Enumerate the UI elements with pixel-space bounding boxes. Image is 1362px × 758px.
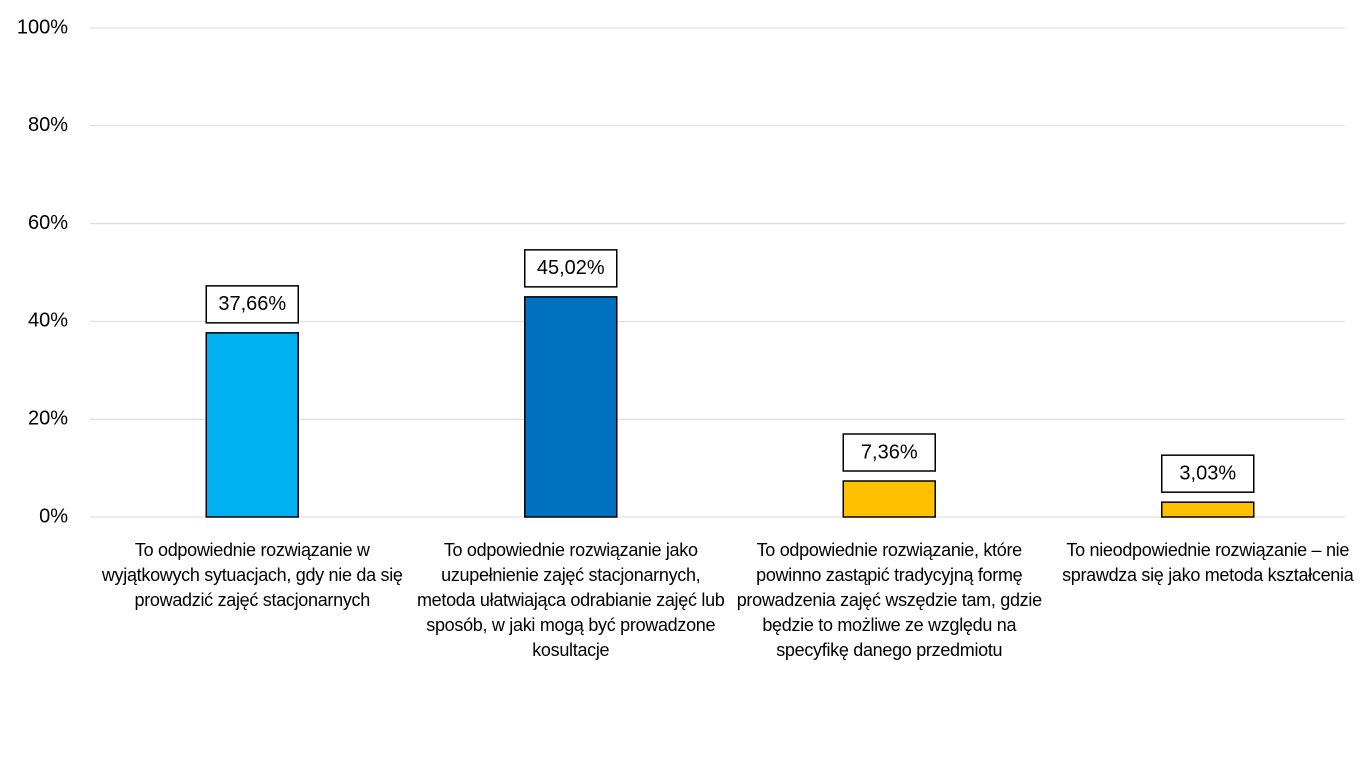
x-tick-label: To odpowiednie rozwiązanie, które powinn… bbox=[736, 540, 1042, 660]
bar bbox=[205, 332, 299, 518]
x-tick-label: To odpowiednie rozwiązanie w wyjątkowych… bbox=[101, 540, 403, 610]
bar bbox=[1161, 501, 1255, 518]
value-label-box bbox=[1161, 454, 1255, 493]
value-label: 45,02% bbox=[537, 257, 605, 279]
value-label: 7,36% bbox=[861, 441, 918, 463]
bar bbox=[524, 296, 618, 518]
y-tick-label: 0% bbox=[39, 505, 68, 527]
y-tick-label: 100% bbox=[17, 16, 68, 38]
y-tick-label: 60% bbox=[28, 212, 68, 234]
value-label-box bbox=[205, 285, 299, 324]
y-tick-label: 80% bbox=[28, 114, 68, 136]
y-tick-label: 20% bbox=[28, 407, 68, 429]
x-tick-label: To odpowiednie rozwiązanie jako uzupełni… bbox=[416, 540, 725, 660]
value-label: 37,66% bbox=[218, 293, 286, 315]
value-label-box bbox=[842, 433, 936, 472]
bar bbox=[842, 480, 936, 518]
value-label: 3,03% bbox=[1179, 462, 1236, 484]
x-tick-label: To nieodpowiednie rozwiązanie – nie spra… bbox=[1062, 540, 1354, 585]
y-tick-label: 40% bbox=[28, 310, 68, 332]
value-label-box bbox=[524, 249, 618, 288]
